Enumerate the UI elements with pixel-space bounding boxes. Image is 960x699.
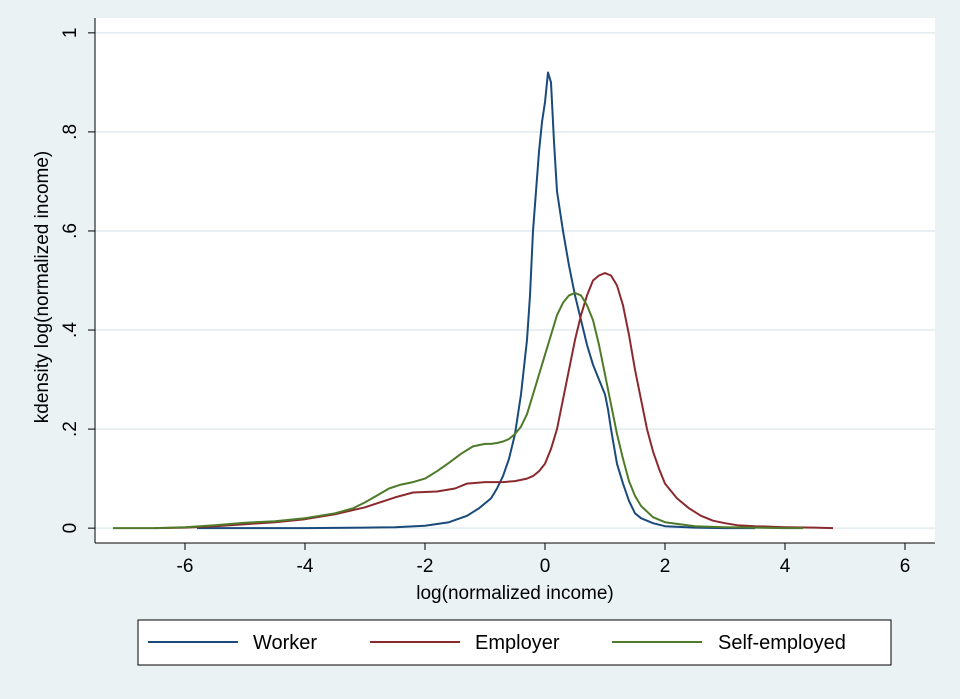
x-tick-label: 0: [540, 556, 551, 577]
y-tick-label: .4: [60, 322, 81, 338]
legend-label-self-employed: Self-employed: [718, 632, 846, 654]
y-tick-label: 0: [60, 523, 81, 534]
x-tick-label: -4: [297, 556, 314, 577]
y-tick-label: .2: [60, 421, 81, 437]
y-tick-label: 1: [60, 28, 81, 39]
legend: Worker Employer Self-employed: [137, 619, 892, 666]
legend-box: [137, 619, 892, 666]
x-tick-label: 4: [780, 556, 791, 577]
y-axis-label: kdensity log(normalized income): [32, 151, 53, 423]
x-tick-label: -6: [177, 556, 194, 577]
x-tick-label: 2: [660, 556, 671, 577]
axes: [94, 18, 935, 544]
x-tick-label: 6: [900, 556, 911, 577]
x-tick-label: -2: [417, 556, 434, 577]
legend-label-worker: Worker: [253, 632, 317, 654]
series-line-employer: [154, 272, 834, 530]
x-axis-label: log(normalized income): [416, 583, 613, 604]
y-tick-label: .8: [60, 124, 81, 140]
axis-ticks: 0 .2 .4 .6 .8 1 -6 -4 -2 0 2 4 6: [60, 28, 910, 577]
plot-area: [95, 18, 935, 543]
density-lines: [113, 71, 834, 530]
series-line-self-employed: [113, 291, 803, 530]
series-line-worker: [197, 71, 755, 530]
legend-label-employer: Employer: [475, 632, 560, 654]
y-tick-label: .6: [60, 223, 81, 239]
